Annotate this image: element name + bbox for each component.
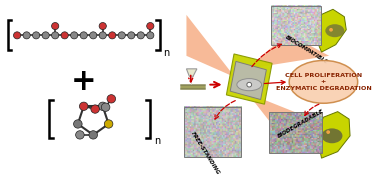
Polygon shape — [247, 93, 331, 149]
Circle shape — [147, 22, 154, 30]
Circle shape — [33, 32, 40, 39]
Circle shape — [51, 22, 59, 30]
Circle shape — [71, 32, 78, 39]
Circle shape — [247, 82, 252, 87]
Circle shape — [137, 32, 144, 39]
Circle shape — [51, 32, 59, 39]
Circle shape — [89, 131, 98, 139]
Text: BIODEGRADABLE: BIODEGRADABLE — [277, 108, 325, 139]
Circle shape — [80, 32, 87, 39]
Text: n: n — [154, 136, 160, 146]
Circle shape — [61, 32, 68, 39]
Text: CELL PROLIFERATION
+
ENZYMATIC DEGRADATION: CELL PROLIFERATION + ENZYMATIC DEGRADATI… — [276, 73, 371, 91]
Ellipse shape — [322, 128, 342, 143]
Circle shape — [91, 105, 99, 113]
Circle shape — [76, 131, 84, 139]
Circle shape — [107, 95, 116, 103]
Circle shape — [104, 120, 113, 128]
Circle shape — [128, 32, 135, 39]
Circle shape — [326, 130, 330, 134]
Text: n: n — [164, 48, 170, 58]
Ellipse shape — [237, 79, 262, 91]
Polygon shape — [230, 61, 266, 100]
Polygon shape — [315, 9, 346, 52]
Circle shape — [74, 120, 82, 128]
Circle shape — [118, 32, 125, 39]
Circle shape — [329, 28, 333, 32]
Circle shape — [101, 103, 110, 111]
Circle shape — [99, 22, 106, 30]
Circle shape — [42, 32, 49, 39]
Circle shape — [99, 32, 106, 39]
Circle shape — [79, 102, 88, 111]
Polygon shape — [186, 15, 235, 77]
Circle shape — [14, 32, 21, 39]
Text: +: + — [71, 67, 96, 96]
Bar — [184, 107, 241, 157]
Polygon shape — [247, 33, 329, 69]
Text: BIOCOMPATIBLE: BIOCOMPATIBLE — [284, 35, 328, 66]
Polygon shape — [317, 112, 350, 158]
Ellipse shape — [289, 61, 358, 103]
Circle shape — [147, 32, 154, 39]
Circle shape — [23, 32, 30, 39]
Circle shape — [98, 102, 107, 111]
Circle shape — [108, 32, 116, 39]
Ellipse shape — [325, 24, 344, 37]
Bar — [271, 6, 321, 45]
Polygon shape — [186, 69, 197, 76]
Circle shape — [90, 32, 97, 39]
Polygon shape — [226, 54, 272, 104]
Text: FREE-STANDING: FREE-STANDING — [190, 131, 221, 176]
Bar — [269, 112, 322, 153]
